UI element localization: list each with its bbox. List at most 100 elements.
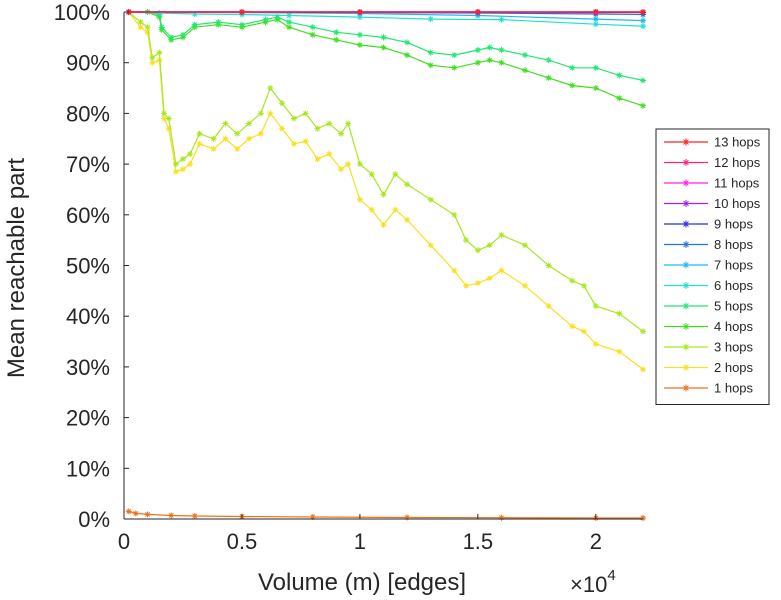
data-point [474,280,481,287]
series-line [128,510,643,519]
data-point [144,24,151,31]
data-point [326,120,333,127]
data-point [187,161,194,168]
y-tick-label: 30% [66,355,110,380]
data-point [246,120,253,127]
data-point [451,267,458,274]
data-point [592,85,599,92]
data-point [309,513,316,520]
legend-marker [682,220,690,228]
data-point [309,31,316,38]
data-point [451,64,458,71]
data-point [172,161,179,168]
legend-item: 13 hops [664,135,761,150]
data-point [156,49,163,56]
data-point [210,135,217,142]
data-point [191,11,198,18]
data-point [222,135,229,142]
data-point [290,115,297,122]
legend-label: 1 hops [714,381,754,396]
legend-marker [682,364,690,371]
legend-label: 13 hops [714,135,761,150]
legend-marker [682,159,690,166]
data-point [262,16,269,23]
data-point [257,110,264,117]
data-point [368,171,375,178]
data-point [267,110,274,117]
y-tick-label: 80% [66,101,110,126]
legend-item: 6 hops [664,278,754,293]
data-point [486,242,493,249]
data-point [463,237,470,244]
legend-item: 1 hops [664,381,754,396]
data-point [179,156,186,163]
data-point [592,21,599,28]
series-3-hops [125,9,646,335]
legend-marker [682,323,690,330]
legend-box [655,128,770,405]
data-point [616,310,623,317]
data-point [234,130,241,137]
data-point [463,282,470,289]
legend-marker [682,179,690,187]
data-point [338,166,345,173]
data-point [196,130,203,137]
data-point [125,508,132,515]
y-tick-label: 100% [54,0,110,25]
data-point [486,57,493,64]
data-point [640,9,646,15]
data-point [451,52,458,59]
data-point [286,12,293,19]
legend-item: 12 hops [664,155,761,170]
data-point [522,52,529,59]
data-point [257,130,264,137]
data-point [522,282,529,289]
data-point [161,115,168,122]
data-point [356,31,363,38]
y-tick-label: 0% [78,507,110,532]
data-point [498,514,505,521]
x-axis-label: Volume (m) [edges] [258,569,466,596]
data-point [333,29,340,36]
data-point [168,512,175,519]
data-point [326,150,333,157]
data-point [210,145,217,152]
legend-marker [682,282,690,289]
legend-label: 6 hops [714,278,754,293]
data-point [486,275,493,282]
data-point [345,120,352,127]
data-point [279,125,286,132]
legend-marker [682,241,690,248]
data-point [474,47,481,54]
y-axis-label: Mean reachable part [3,158,30,378]
legend-label: 3 hops [714,340,754,355]
data-point [427,16,434,23]
data-point [581,328,588,335]
data-point [498,47,505,54]
data-point [404,39,411,46]
y-tick-label: 50% [66,254,110,279]
data-point [149,59,156,66]
data-point [191,512,198,519]
data-point [474,59,481,66]
data-point [380,191,387,198]
legend-item: 11 hops [664,176,760,191]
data-point [451,211,458,218]
data-point [149,54,156,61]
data-point [498,267,505,274]
y-tick-label: 20% [66,406,110,431]
data-point [286,19,293,26]
data-point [156,10,163,17]
data-point [616,348,623,355]
y-tick-label: 70% [66,152,110,177]
legend-label: 9 hops [714,217,754,232]
data-point [215,19,222,26]
data-point [592,9,599,15]
data-point [238,9,245,15]
data-point [267,85,274,92]
data-point [569,82,576,89]
series-line [128,11,644,332]
data-point [592,64,599,71]
data-point [380,221,387,228]
